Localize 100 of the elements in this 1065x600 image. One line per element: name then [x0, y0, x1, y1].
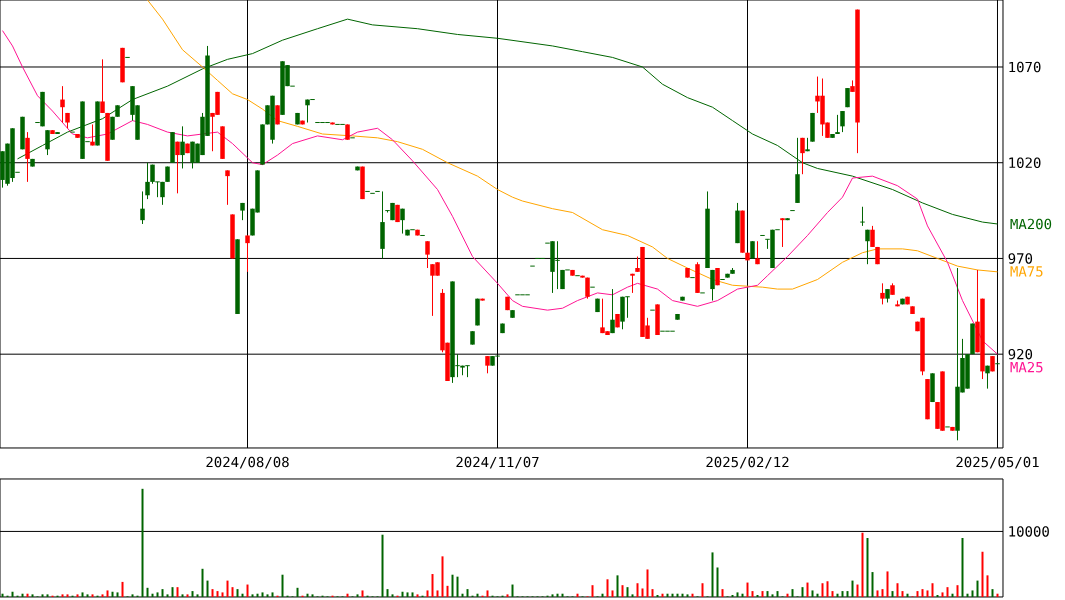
bar — [281, 574, 284, 597]
bar — [381, 534, 384, 597]
bar — [451, 574, 454, 597]
bar — [361, 590, 364, 597]
bar — [311, 594, 314, 597]
bar — [231, 587, 234, 597]
candlestick — [859, 206, 866, 227]
bar — [641, 588, 644, 597]
bar — [171, 587, 174, 597]
bar — [621, 585, 624, 597]
line-series — [17, 18, 998, 225]
x-tick-label: 2024/11/07 — [456, 456, 539, 469]
bar — [186, 594, 189, 597]
bar — [946, 587, 949, 597]
bar — [876, 590, 879, 597]
y-tick-label: 1070 — [1009, 61, 1041, 73]
candlestick — [865, 229, 870, 265]
bar — [61, 594, 64, 597]
x-tick-label: 2025/02/12 — [706, 456, 789, 469]
bar — [76, 594, 79, 597]
bar — [251, 594, 254, 597]
bar — [101, 594, 104, 597]
candlestick — [400, 208, 405, 235]
y-tick-label: 920 — [1008, 348, 1033, 360]
bar — [631, 594, 634, 597]
bar — [941, 592, 944, 597]
line-series — [147, 0, 998, 290]
x-tick-label: 2025/05/01 — [956, 456, 1039, 469]
bar — [261, 592, 264, 597]
bar — [156, 592, 159, 597]
candlestick — [245, 234, 250, 273]
bar — [766, 591, 769, 597]
candlestick — [624, 296, 631, 319]
bar — [296, 587, 299, 597]
bar — [806, 582, 809, 597]
bar — [846, 591, 849, 597]
bar — [216, 591, 219, 597]
candlestick — [425, 240, 430, 269]
bar — [976, 580, 979, 597]
bar — [701, 583, 704, 597]
candlestick — [610, 288, 615, 334]
bar — [206, 580, 209, 597]
bar — [116, 592, 119, 597]
bar — [511, 584, 514, 597]
bar — [971, 590, 974, 597]
candlestick — [780, 217, 785, 248]
bar — [391, 594, 394, 597]
bar — [626, 587, 629, 597]
candlestick — [45, 129, 50, 156]
bar — [591, 585, 594, 597]
candlestick — [225, 169, 230, 206]
bar — [106, 590, 109, 597]
candlestick — [140, 190, 145, 225]
bar — [956, 585, 959, 597]
bar — [616, 575, 619, 597]
bar — [721, 589, 724, 597]
y-tick-label: 1020 — [1009, 157, 1041, 169]
bar — [836, 593, 839, 597]
y-tick-label: 970 — [1008, 253, 1033, 264]
bar — [881, 589, 884, 597]
bar — [81, 592, 84, 597]
candlestick — [710, 269, 715, 302]
bar — [686, 594, 689, 597]
bar — [711, 552, 714, 597]
bar — [926, 590, 929, 597]
bar — [431, 574, 434, 597]
bar — [226, 580, 229, 597]
candlestick — [180, 125, 185, 169]
bar — [841, 591, 844, 597]
candlestick — [880, 282, 885, 305]
bar — [611, 590, 614, 597]
candlestick — [175, 141, 180, 194]
bar — [961, 537, 964, 597]
bar — [121, 581, 124, 597]
candlestick — [60, 85, 65, 124]
bar — [166, 594, 169, 597]
bar — [861, 532, 864, 597]
bar — [221, 592, 224, 597]
bar — [41, 594, 44, 597]
bar — [871, 572, 874, 597]
bar — [851, 580, 854, 597]
bar — [416, 594, 419, 597]
bar — [66, 594, 69, 597]
bar — [791, 589, 794, 597]
bar — [46, 594, 49, 597]
bar — [211, 589, 214, 597]
y-tick-label: 10000 — [1009, 526, 1049, 537]
bar — [816, 593, 819, 597]
bar — [676, 593, 679, 597]
bar — [176, 587, 179, 597]
candlestick — [25, 131, 30, 183]
series-label: MA25 — [1010, 361, 1043, 373]
bar — [191, 591, 194, 597]
series-label: MA75 — [1010, 266, 1043, 277]
bar — [11, 591, 14, 597]
bar — [891, 591, 894, 597]
bar — [161, 589, 164, 597]
bar — [506, 594, 509, 597]
bar — [236, 589, 239, 597]
series-label: MA200 — [1010, 218, 1052, 230]
